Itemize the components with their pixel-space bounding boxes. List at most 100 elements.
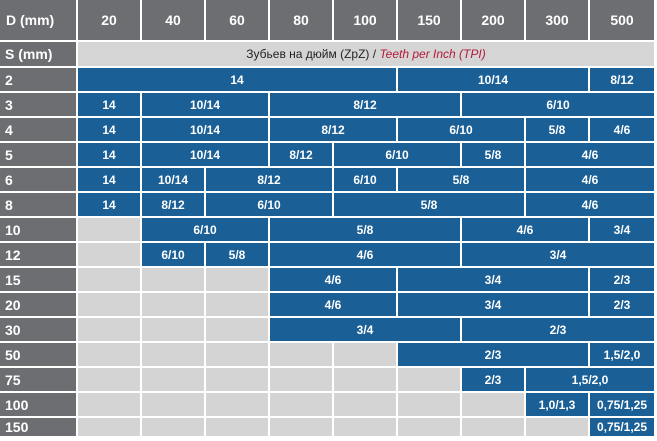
tpi-cell: 5/8	[206, 243, 268, 266]
tpi-cell: 4/6	[270, 293, 396, 316]
tpi-cell: 2/3	[398, 343, 588, 366]
tpi-cell: 0,75/1,25	[590, 418, 654, 436]
empty-cell	[142, 368, 204, 391]
tpi-cell: 5/8	[334, 193, 524, 216]
tpi-cell: 14	[78, 93, 140, 116]
empty-cell	[78, 268, 140, 291]
tpi-cell: 4/6	[270, 268, 396, 291]
empty-cell	[142, 418, 204, 436]
tpi-cell: 0,75/1,25	[590, 393, 654, 416]
empty-cell	[334, 418, 396, 436]
empty-cell	[206, 343, 268, 366]
tpi-cell: 6/10	[334, 143, 460, 166]
thickness-row-10: 10	[0, 218, 76, 241]
tpi-cell: 14	[78, 193, 140, 216]
tpi-cell: 8/12	[142, 193, 204, 216]
empty-cell	[334, 343, 396, 366]
empty-cell	[142, 343, 204, 366]
tpi-cell: 6/10	[142, 218, 268, 241]
tpi-cell: 5/8	[398, 168, 524, 191]
diameter-col-60: 60	[206, 0, 268, 40]
empty-cell	[78, 218, 140, 241]
thickness-header: S (mm)	[0, 42, 76, 66]
diameter-header: D (mm)	[0, 0, 76, 40]
empty-cell	[78, 343, 140, 366]
tpi-cell: 3/4	[270, 318, 460, 341]
thickness-row-5: 5	[0, 143, 76, 166]
empty-cell	[142, 393, 204, 416]
tpi-cell: 6/10	[142, 243, 204, 266]
tpi-cell: 14	[78, 68, 396, 91]
tpi-cell: 6/10	[334, 168, 396, 191]
tpi-cell: 10/14	[142, 118, 268, 141]
empty-cell	[78, 293, 140, 316]
empty-cell	[78, 243, 140, 266]
empty-cell	[78, 418, 140, 436]
tpi-cell: 2/3	[590, 293, 654, 316]
tpi-cell: 2/3	[590, 268, 654, 291]
tpi-cell: 1,5/2,0	[590, 343, 654, 366]
tpi-cell: 1,0/1,3	[526, 393, 588, 416]
empty-cell	[206, 368, 268, 391]
tpi-cell: 10/14	[398, 68, 588, 91]
empty-cell	[462, 418, 524, 436]
tpi-cell: 5/8	[270, 218, 460, 241]
tpi-caption: Зубьев на дюйм (ZpZ) / Teeth per Inch (T…	[78, 42, 654, 66]
empty-cell	[206, 393, 268, 416]
tpi-cell: 5/8	[462, 143, 524, 166]
thickness-row-6: 6	[0, 168, 76, 191]
tpi-cell: 3/4	[398, 268, 588, 291]
diameter-col-300: 300	[526, 0, 588, 40]
empty-cell	[270, 368, 332, 391]
empty-cell	[270, 343, 332, 366]
tpi-cell: 2/3	[462, 368, 524, 391]
tpi-cell: 14	[78, 143, 140, 166]
empty-cell	[142, 293, 204, 316]
tpi-cell: 2/3	[462, 318, 654, 341]
tpi-cell: 6/10	[398, 118, 524, 141]
tpi-cell: 10/14	[142, 168, 204, 191]
empty-cell	[206, 293, 268, 316]
empty-cell	[398, 368, 460, 391]
tpi-cell: 8/12	[590, 68, 654, 91]
empty-cell	[206, 268, 268, 291]
empty-cell	[78, 393, 140, 416]
thickness-row-75: 75	[0, 368, 76, 391]
empty-cell	[398, 393, 460, 416]
empty-cell	[270, 418, 332, 436]
thickness-row-8: 8	[0, 193, 76, 216]
tpi-cell: 4/6	[526, 168, 654, 191]
tpi-cell: 8/12	[270, 93, 460, 116]
diameter-col-100: 100	[334, 0, 396, 40]
tpi-cell: 4/6	[526, 143, 654, 166]
empty-cell	[398, 418, 460, 436]
thickness-row-20: 20	[0, 293, 76, 316]
diameter-col-40: 40	[142, 0, 204, 40]
empty-cell	[526, 418, 588, 436]
thickness-row-3: 3	[0, 93, 76, 116]
caption-ru-text: Зубьев на дюйм (ZpZ) /	[246, 47, 377, 61]
diameter-col-80: 80	[270, 0, 332, 40]
empty-cell	[78, 368, 140, 391]
diameter-col-20: 20	[78, 0, 140, 40]
tpi-cell: 4/6	[270, 243, 460, 266]
tpi-cell: 8/12	[270, 118, 396, 141]
tpi-cell: 10/14	[142, 143, 268, 166]
empty-cell	[462, 393, 524, 416]
thickness-row-4: 4	[0, 118, 76, 141]
empty-cell	[334, 368, 396, 391]
caption-en-text: Teeth per Inch (TPI)	[379, 47, 486, 61]
tpi-cell: 10/14	[142, 93, 268, 116]
thickness-row-100: 100	[0, 393, 76, 416]
thickness-row-15: 15	[0, 268, 76, 291]
tpi-cell: 8/12	[206, 168, 332, 191]
tpi-cell: 3/4	[590, 218, 654, 241]
thickness-row-30: 30	[0, 318, 76, 341]
tpi-cell: 14	[78, 168, 140, 191]
empty-cell	[206, 318, 268, 341]
tpi-cell: 4/6	[462, 218, 588, 241]
thickness-row-2: 2	[0, 68, 76, 91]
thickness-row-12: 12	[0, 243, 76, 266]
tpi-cell: 6/10	[462, 93, 654, 116]
